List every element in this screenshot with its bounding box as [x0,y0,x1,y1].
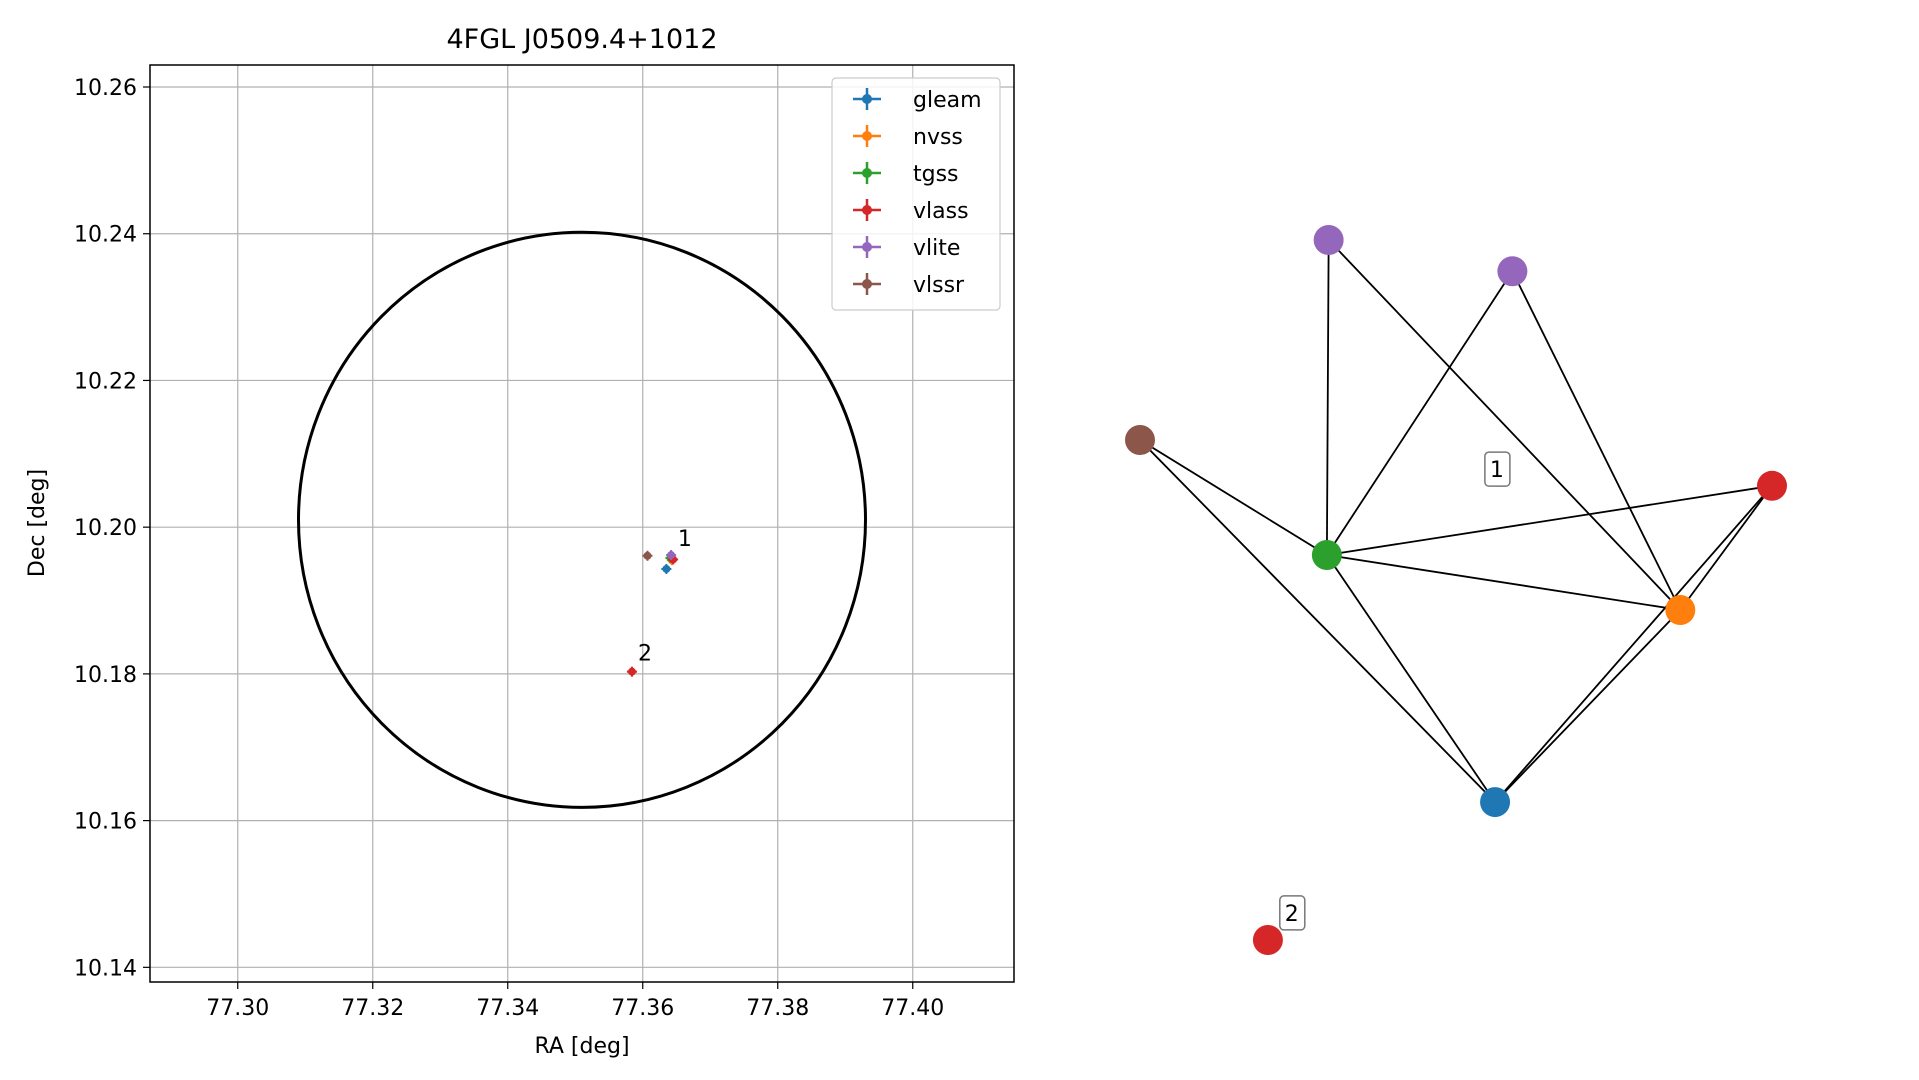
y-tick-label: 10.20 [74,516,137,541]
network-label: 1 [1490,458,1504,483]
y-tick-label: 10.16 [74,810,137,835]
x-axis-label: RA [deg] [534,1034,629,1059]
chart-title: 4FGL J0509.4+1012 [446,24,717,55]
network-node-tgss [1311,540,1342,571]
network-edge [1326,484,1773,556]
network-edge [1511,270,1682,611]
y-tick-label: 10.26 [74,76,137,101]
legend-dot-vlite [862,242,872,252]
legend-label-vlite: vlite [913,236,960,261]
x-tick-label: 77.38 [746,996,809,1021]
network-node-vlass_a [1757,470,1787,501]
x-tick-label: 77.36 [611,996,674,1021]
network-edges [1139,239,1773,803]
x-tick-label: 77.30 [206,996,269,1021]
x-tick-label: 77.34 [476,996,539,1021]
y-axis-label: Dec [deg] [25,469,50,577]
network-node-vlssr [1125,424,1155,455]
network-edge [1325,240,1330,556]
network-nodes [1125,225,1787,955]
network-node-vlite_b [1497,256,1528,287]
y-tick-label: 10.14 [74,956,137,981]
y-tick-label: 10.24 [74,223,137,248]
network-edge [1494,609,1681,803]
network-edge [1326,554,1496,803]
legend-dot-tgss [862,168,872,178]
point-annotation: 2 [638,642,652,667]
network-node-gleam [1480,787,1511,818]
point-annotation: 1 [678,527,692,552]
network-label-box [1484,451,1511,487]
network-edge [1679,485,1773,611]
legend-label-gleam: gleam [913,88,982,113]
legend-dot-gleam [862,94,872,104]
y-tick-label: 10.18 [74,663,137,688]
point-vlass [627,667,636,676]
network-label-box [1279,895,1306,931]
legend-dot-vlssr [862,279,872,289]
network-node-vlass_b [1252,925,1283,955]
network-edge [1326,554,1681,611]
y-ticks: 10.14 10.16 10.18 10.20 10.22 10.24 10.26 [74,76,150,981]
x-tick-label: 77.40 [881,996,944,1021]
legend-label-vlass: vlass [913,199,969,224]
legend-label-nvss: nvss [913,125,963,150]
point-gleam [662,564,671,573]
network-panel: 12 [1125,225,1787,955]
legend: gleam nvss tgss vlass vlite vlssr [831,77,1001,311]
legend-dot-nvss [862,131,872,141]
confidence-circle [297,230,867,809]
x-tick-label: 77.32 [341,996,404,1021]
network-node-nvss [1665,595,1696,625]
network-edge [1494,485,1773,803]
network-edge [1139,439,1496,803]
network-edge [1139,439,1328,556]
scatter-panel: 12 77.30 77.32 77.34 77.36 77.38 77.40 10.141… [25,24,1015,1059]
point-vlite [667,551,676,560]
point-annotations: 12 [638,527,692,666]
data-points [626,550,679,677]
point-vlssr [643,551,652,560]
legend-dot-vlass [862,205,872,215]
x-ticks: 77.30 77.32 77.34 77.36 77.38 77.40 [206,982,944,1021]
legend-label-tgss: tgss [913,162,959,187]
network-labels: 12 [1279,451,1511,931]
grid-lines [150,65,1014,982]
legend-label-vlssr: vlssr [913,273,965,298]
network-edge [1327,239,1681,611]
network-edge [1326,270,1514,556]
network-node-vlite_a [1313,225,1344,256]
y-tick-label: 10.22 [74,369,137,394]
plot-frame [149,64,1015,983]
network-label: 2 [1285,902,1299,927]
confidence-ellipse [297,230,867,809]
